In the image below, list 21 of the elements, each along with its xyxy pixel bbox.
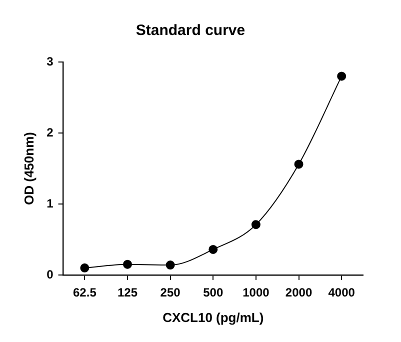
chart-title: Standard curve [136,22,246,40]
x-tick-label: 62.5 [73,286,97,300]
y-axis-title: OD (450nm) [21,132,36,205]
x-tick-label: 250 [160,286,181,300]
point [294,160,304,169]
x-tick-label: 1000 [242,286,270,300]
point [251,220,260,230]
x-axis-title: CXCL10 (pg/mL) [162,310,264,325]
x-tick-label: 2000 [285,286,312,300]
x-tick-label: 125 [117,286,138,300]
y-tick-label: 1 [46,196,54,210]
x-tick-label: 500 [203,286,224,300]
point [208,244,218,254]
y-tick-label: 2 [46,125,54,140]
y-tick-label: 3 [46,54,54,68]
point [337,72,346,81]
point [166,260,175,270]
y-tick-label: 0 [46,267,54,282]
point [123,260,132,269]
x-tick-label: 4000 [328,286,356,300]
point [80,263,90,272]
